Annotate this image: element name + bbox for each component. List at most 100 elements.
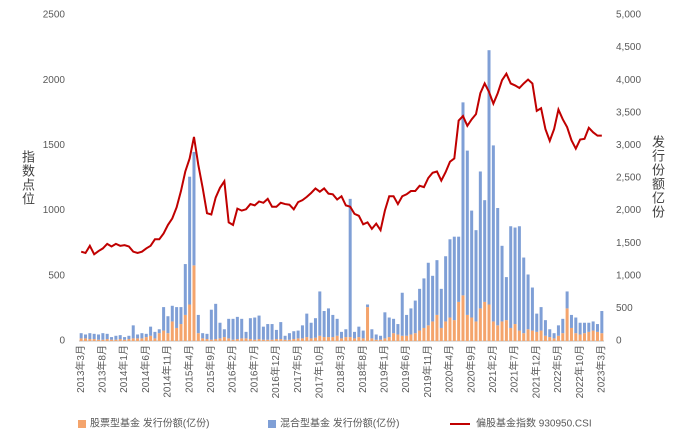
bar bbox=[79, 333, 83, 339]
bar bbox=[118, 335, 122, 340]
bar bbox=[222, 329, 226, 338]
bar bbox=[344, 329, 348, 338]
legend-label: 混合型基金 发行份额(亿份) bbox=[280, 417, 399, 430]
bar bbox=[309, 338, 313, 341]
bar bbox=[392, 318, 396, 334]
bar bbox=[309, 322, 313, 339]
bar bbox=[196, 314, 200, 334]
x-tick-label: 2016年2月 bbox=[226, 345, 239, 393]
x-tick-label: 2018年3月 bbox=[334, 345, 347, 393]
bar bbox=[244, 338, 248, 341]
bar bbox=[487, 304, 491, 341]
bar bbox=[313, 337, 317, 341]
bar bbox=[257, 339, 261, 341]
legend-swatch bbox=[268, 420, 276, 428]
legend-swatch bbox=[78, 420, 86, 428]
bar bbox=[274, 339, 278, 341]
bar bbox=[561, 333, 565, 341]
bar bbox=[587, 331, 591, 341]
bar bbox=[218, 322, 222, 339]
bar bbox=[530, 330, 534, 341]
bar bbox=[340, 338, 343, 341]
bar bbox=[144, 337, 148, 341]
bar bbox=[392, 333, 396, 341]
bar bbox=[253, 317, 257, 340]
bar bbox=[487, 50, 491, 305]
bar bbox=[270, 324, 274, 340]
y-axis-title: 指数点位 bbox=[20, 150, 35, 206]
line bbox=[80, 71, 602, 256]
bar bbox=[535, 313, 539, 332]
bar bbox=[457, 301, 461, 341]
bar bbox=[452, 236, 456, 321]
bar bbox=[595, 324, 599, 332]
bar bbox=[426, 325, 430, 341]
bar bbox=[582, 333, 586, 341]
y-tick-label: 0 bbox=[59, 336, 65, 347]
bar bbox=[214, 339, 218, 341]
bar bbox=[530, 287, 534, 331]
bar bbox=[548, 329, 552, 338]
bar bbox=[448, 239, 452, 318]
bar bbox=[422, 327, 426, 341]
bar bbox=[370, 329, 374, 339]
x-tick-label: 2019年6月 bbox=[399, 345, 412, 393]
bar bbox=[357, 337, 361, 341]
bar bbox=[201, 338, 205, 341]
bar bbox=[600, 311, 604, 334]
bar bbox=[439, 327, 443, 341]
bar bbox=[140, 333, 144, 339]
bar bbox=[248, 339, 252, 341]
bar bbox=[244, 331, 248, 339]
bar bbox=[405, 335, 409, 341]
x-tick-label: 2014年11月 bbox=[161, 345, 174, 398]
bar bbox=[478, 308, 482, 341]
bar bbox=[569, 327, 573, 341]
bar bbox=[144, 333, 148, 338]
bar bbox=[335, 335, 339, 341]
bar bbox=[227, 318, 231, 339]
bar bbox=[240, 318, 244, 339]
x-tick-label: 2021年7月 bbox=[508, 345, 521, 393]
bar bbox=[318, 291, 322, 336]
bar bbox=[543, 320, 547, 336]
bar bbox=[101, 339, 105, 341]
y2-tick-label: 4,500 bbox=[616, 42, 641, 53]
bar bbox=[517, 226, 521, 331]
y-tick-label: 1000 bbox=[43, 205, 66, 216]
x-tick-label: 2014年1月 bbox=[117, 345, 130, 393]
bar bbox=[188, 304, 192, 341]
bar bbox=[201, 333, 205, 339]
bar bbox=[474, 230, 478, 322]
bar bbox=[136, 338, 140, 341]
y2-tick-label: 4,000 bbox=[616, 75, 641, 86]
bar bbox=[504, 320, 508, 341]
bar bbox=[162, 307, 166, 331]
bar bbox=[322, 337, 326, 341]
bar bbox=[114, 339, 118, 341]
bar bbox=[379, 335, 383, 340]
bar bbox=[205, 339, 209, 341]
bar bbox=[326, 337, 330, 341]
bar bbox=[435, 314, 439, 341]
bar bbox=[305, 313, 309, 338]
bar bbox=[491, 145, 495, 322]
bar bbox=[452, 320, 456, 341]
y2-axis-title: 发行份额亿份 bbox=[650, 135, 665, 219]
y-tick-label: 1500 bbox=[43, 140, 66, 151]
legend-label: 股票型基金 发行份额(亿份) bbox=[90, 417, 209, 430]
bar bbox=[595, 331, 599, 341]
bar bbox=[218, 338, 222, 341]
bar bbox=[457, 236, 461, 302]
bar bbox=[192, 151, 196, 266]
bar bbox=[274, 329, 278, 340]
bar bbox=[370, 338, 374, 341]
bar bbox=[448, 317, 452, 341]
bar bbox=[157, 333, 161, 341]
bar bbox=[465, 150, 469, 315]
y-tick-label: 2000 bbox=[43, 75, 66, 86]
bar bbox=[574, 333, 578, 341]
bar bbox=[509, 327, 513, 341]
bar bbox=[361, 338, 365, 341]
